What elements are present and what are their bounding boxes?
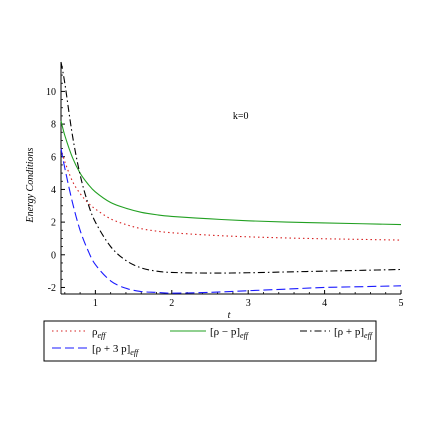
legend-label: [ρ + 3 p]eff [92, 343, 140, 357]
legend-label-sub: eff [98, 331, 108, 340]
legend-entry-3: [ρ + p]eff [300, 326, 374, 340]
legend-label: [ρ + p]eff [334, 326, 374, 340]
legend-label-main: [ρ + p] [334, 326, 364, 338]
x-tick-label: 2 [169, 298, 174, 309]
legend-label-main: [ρ − p] [210, 326, 240, 338]
legend-entry-2: [ρ − p]eff [170, 326, 250, 340]
x-tick-label: 1 [93, 298, 98, 309]
legend-label: ρeff [92, 326, 107, 340]
annotation-k: k=0 [233, 111, 249, 122]
legend-entry-1: ρeff [52, 326, 107, 340]
y-tick-label: 6 [51, 152, 56, 163]
series-layer [60, 61, 402, 294]
y-tick-label: 8 [51, 120, 56, 131]
series-line-2 [60, 120, 402, 226]
x-axis-label: t [228, 310, 231, 321]
x-tick-label: 4 [322, 298, 327, 309]
legend: ρeff [ρ − p]eff [ρ + p]eff[ρ + 3 p]eff [43, 320, 377, 362]
legend-label-sub: eff [130, 348, 140, 357]
series-line-4 [60, 148, 402, 294]
series-line-1 [60, 148, 402, 241]
legend-label-main: ρ [92, 326, 98, 338]
legend-label: [ρ − p]eff [210, 326, 250, 340]
y-tick-label: 10 [46, 87, 56, 98]
legend-label-sub: eff [364, 331, 374, 340]
y-tick-label: 4 [51, 185, 56, 196]
legend-entry-4: [ρ + 3 p]eff [52, 343, 140, 357]
y-axis-label: Energy Conditions [25, 147, 36, 223]
x-tick-label: 3 [246, 298, 251, 309]
legend-label-sub: eff [240, 331, 250, 340]
x-tick-label: 5 [399, 298, 404, 309]
y-tick-label: 2 [51, 218, 56, 229]
legend-box [43, 320, 377, 362]
legend-label-main: [ρ + 3 p] [92, 343, 130, 355]
y-tick-label: -2 [48, 283, 56, 294]
series-line-3 [60, 61, 402, 274]
y-tick-label: 0 [51, 250, 56, 261]
